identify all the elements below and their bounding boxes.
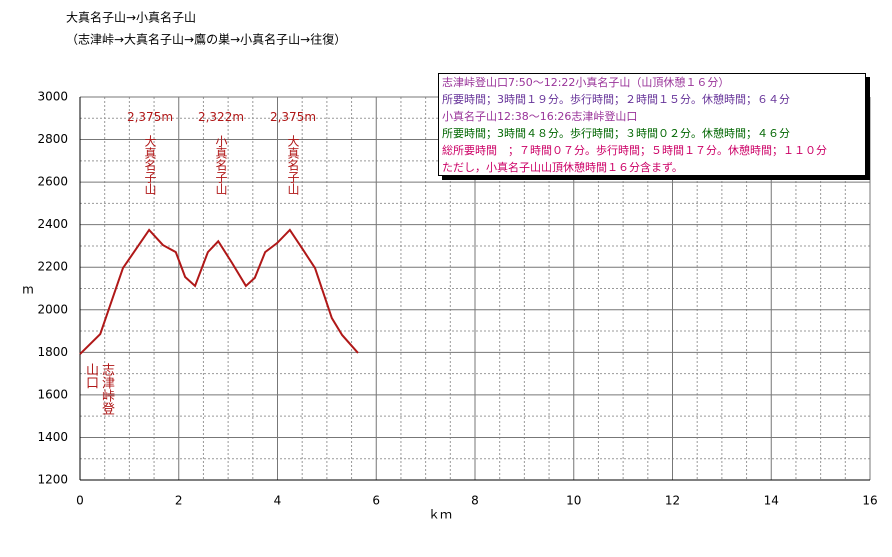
x-tick-label: 2 (175, 494, 183, 508)
x-tick-label: 0 (76, 494, 84, 508)
x-tick-label: 16 (862, 494, 877, 508)
info-line: 志津峠登山口7:50～12:22小真名子山（山頂休憩１６分） (442, 76, 730, 89)
peak-name: 小真名子山 (214, 135, 228, 195)
elevation-line (79, 228, 359, 355)
y-tick-label: 1200 (37, 473, 68, 487)
x-tick-label: 10 (566, 494, 581, 508)
peak-label: 2,375m (126, 110, 174, 124)
info-line: 所要時間；3時間４８分。歩行時間；３時間０２分。休憩時間；４６分 (442, 127, 790, 140)
chart-title: 大真名子山→小真名子山 (66, 10, 196, 25)
info-line: 総所要時間 ；７時間０７分。歩行時間；５時間１７分。休憩時間；１１０分 (442, 144, 827, 157)
x-tick-label: 6 (372, 494, 380, 508)
peak-name: 志津峠登山口 (83, 363, 114, 415)
y-tick-label: 2400 (37, 217, 68, 231)
info-box: 志津峠登山口7:50～12:22小真名子山（山頂休憩１６分） 所要時間；3時間１９… (438, 73, 866, 176)
y-tick-label: 1800 (37, 345, 68, 359)
y-tick-label: 3000 (37, 90, 68, 104)
chart-subtitle: （志津峠→大真名子山→鷹の巣→小真名子山→往復） (66, 32, 346, 47)
x-tick-label: 14 (764, 494, 779, 508)
peak-label: 2,375m (269, 110, 317, 124)
x-tick-label: 8 (471, 494, 479, 508)
info-line: 小真名子山12:38～16:26志津峠登山口 (442, 110, 638, 123)
x-tick-label: 4 (274, 494, 282, 508)
y-axis-label: m (22, 283, 34, 297)
x-tick-label: 12 (665, 494, 680, 508)
y-tick-label: 2800 (37, 132, 68, 146)
y-tick-label: 2000 (37, 302, 68, 316)
y-tick-label: 2200 (37, 260, 68, 274)
y-tick-label: 1600 (37, 387, 68, 401)
info-line: ただし，小真名子山山頂休憩時間１６分含まず。 (442, 161, 683, 174)
y-tick-label: 1400 (37, 430, 68, 444)
info-line: 所要時間；3時間１９分。歩行時間；２時間１５分。休憩時間；６４分 (442, 93, 790, 106)
x-axis-label: ｋｍ (428, 508, 452, 522)
y-tick-label: 2600 (37, 175, 68, 189)
peak-name: 大真名子山 (286, 135, 300, 195)
peak-name: 大真名子山 (143, 135, 157, 195)
peak-label: 2,322m (197, 110, 245, 124)
